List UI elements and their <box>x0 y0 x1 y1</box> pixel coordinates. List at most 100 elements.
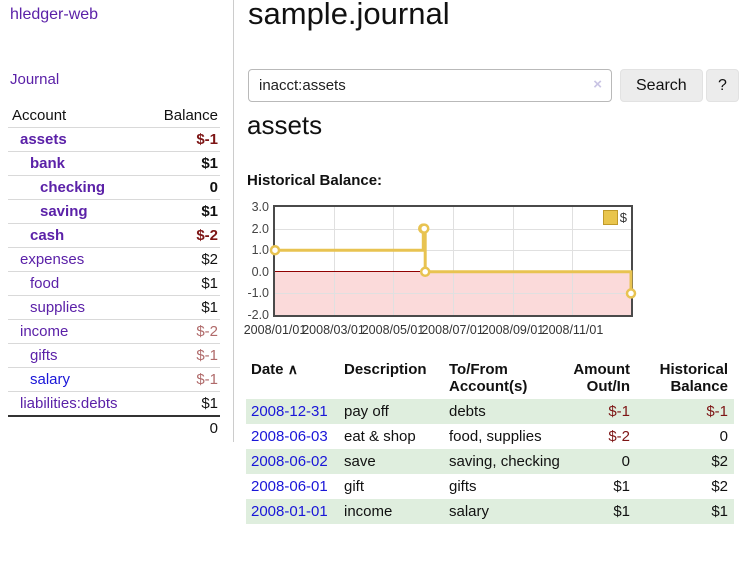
data-point-marker <box>419 266 431 278</box>
register-balance-cell: $2 <box>711 453 728 470</box>
sidebar-account-bank[interactable]: bank <box>30 155 66 172</box>
x-tick-label: 2008/03/01 <box>302 323 365 337</box>
register-body: 2008-12-31 pay off debts $-1 $-1 2008-06-03 ea… <box>246 399 734 524</box>
account-balance: $-1 <box>196 371 218 388</box>
register-amount-cell: $-1 <box>608 403 630 420</box>
account-row: income $-2 <box>8 319 220 344</box>
accounts-total-row: 0 <box>8 416 220 440</box>
account-balance: $-2 <box>196 323 218 340</box>
register-amount-cell: 0 <box>621 453 630 470</box>
register-balance-cell: $-1 <box>706 403 728 420</box>
y-tick-label: 0.0 <box>251 264 269 279</box>
account-balance: $1 <box>201 275 218 292</box>
register-header-row: Date ∧ Description To/From Account(s) Am… <box>246 358 734 399</box>
legend-swatch-icon <box>602 210 618 225</box>
sidebar-account-income[interactable]: income <box>20 323 69 340</box>
y-tick-label: 2.0 <box>251 221 269 236</box>
sidebar-account-saving[interactable]: saving <box>40 203 88 220</box>
register-table: Date ∧ Description To/From Account(s) Am… <box>246 358 734 524</box>
search-input[interactable] <box>248 69 612 102</box>
account-balance: $1 <box>201 299 218 316</box>
search-button[interactable]: Search <box>620 69 703 102</box>
account-balance: $1 <box>201 395 218 412</box>
register-header-description: Description <box>344 361 427 378</box>
sidebar-account-expenses[interactable]: expenses <box>20 251 85 268</box>
sidebar-account-supplies[interactable]: supplies <box>30 299 86 316</box>
register-accounts-cell: salary <box>449 503 490 520</box>
account-row: liabilities:debts $1 <box>8 391 220 417</box>
account-balance: $1 <box>201 203 218 220</box>
y-tick-label: -1.0 <box>247 286 269 301</box>
v-gridline <box>393 207 395 315</box>
sidebar-account-food[interactable]: food <box>30 275 60 292</box>
register-balance-cell: $1 <box>711 503 728 520</box>
v-gridline <box>512 207 514 315</box>
account-row: saving $1 <box>8 199 220 224</box>
chart-title: Historical Balance: <box>247 172 383 189</box>
sidebar: hledger-web Journal Account Balance asse… <box>0 0 234 442</box>
chart-legend: $ <box>602 210 627 225</box>
legend-label: $ <box>619 210 627 225</box>
accounts-table: Account Balance assets $-1 bank $1 checking 0… <box>8 104 220 440</box>
register-date-cell: 2008-06-02 <box>246 449 344 474</box>
x-tick-label: 2008/07/01 <box>421 323 484 337</box>
register-row: 2008-06-03 eat & shop food, supplies $-2 0 <box>246 424 734 449</box>
historical-balance-chart: 3.0 2.0 1.0 0.0 -1.0 -2.0 $ 2008/01/01 2008/03… <box>243 197 742 347</box>
register-amount-cell: $1 <box>613 478 630 495</box>
register-date-link[interactable]: 2008-06-03 <box>251 428 328 445</box>
account-heading: assets <box>247 110 323 140</box>
register-description-cell: gift <box>344 478 365 495</box>
accounts-total-balance: 0 <box>209 420 218 437</box>
accounts-header-balance: Balance <box>163 107 218 124</box>
sidebar-account-gifts[interactable]: gifts <box>30 347 58 364</box>
sidebar-account-salary[interactable]: salary <box>30 371 71 388</box>
account-row: cash $-2 <box>8 223 220 248</box>
register-header-amount: Amount Out/In <box>573 361 630 395</box>
register-date-cell: 2008-01-01 <box>246 499 344 524</box>
nav-journal-link[interactable]: Journal <box>10 71 60 88</box>
v-gridline <box>572 207 574 315</box>
register-header-date[interactable]: Date ∧ <box>251 361 298 378</box>
account-balance: 0 <box>209 179 218 196</box>
sidebar-account-liabilities-debts[interactable]: liabilities:debts <box>20 395 118 412</box>
clear-search-icon[interactable]: × <box>593 76 602 93</box>
register-date-cell: 2008-06-01 <box>246 474 344 499</box>
register-row: 2008-06-01 gift gifts $1 $2 <box>246 474 734 499</box>
chart-plot[interactable]: $ <box>269 205 637 317</box>
help-button[interactable]: ? <box>706 69 739 102</box>
account-balance: $-1 <box>196 131 218 148</box>
y-tick-label: -2.0 <box>247 308 269 322</box>
account-balance: $-2 <box>196 227 218 244</box>
app-title-link[interactable]: hledger-web <box>10 6 99 23</box>
register-row: 2008-12-31 pay off debts $-1 $-1 <box>246 399 734 424</box>
account-row: bank $1 <box>8 151 220 176</box>
sidebar-account-checking[interactable]: checking <box>40 179 106 196</box>
account-balance: $2 <box>201 251 218 268</box>
v-gridline <box>333 207 335 315</box>
account-row: supplies $1 <box>8 295 220 320</box>
data-point-marker <box>269 244 281 256</box>
register-date-link[interactable]: 2008-06-02 <box>251 453 328 470</box>
register-date-link[interactable]: 2008-06-01 <box>251 478 328 495</box>
register-description-cell: save <box>344 453 376 470</box>
account-row: checking 0 <box>8 175 220 200</box>
register-date-cell: 2008-06-03 <box>246 424 344 449</box>
x-tick-label: 2008/11/01 <box>541 323 604 337</box>
account-row: salary $-1 <box>8 367 220 392</box>
account-balance: $1 <box>201 155 218 172</box>
sort-ascending-icon: ∧ <box>287 361 298 377</box>
x-tick-label: 2008/05/01 <box>361 323 425 337</box>
x-tick-label: 2008/09/01 <box>481 323 545 337</box>
data-point-marker <box>418 223 430 234</box>
sidebar-account-cash[interactable]: cash <box>30 227 65 244</box>
chart-y-axis: 3.0 2.0 1.0 0.0 -1.0 -2.0 <box>246 200 269 337</box>
sidebar-account-assets[interactable]: assets <box>20 131 67 148</box>
chart-series-line <box>269 223 637 299</box>
register-header-accounts: To/From Account(s) <box>449 361 528 395</box>
register-date-link[interactable]: 2008-12-31 <box>251 403 328 420</box>
x-tick-label: 2008/01/01 <box>243 323 307 337</box>
register-accounts-cell: saving, checking <box>449 453 560 470</box>
register-date-link[interactable]: 2008-01-01 <box>251 503 328 520</box>
register-amount-cell: $-2 <box>608 428 630 445</box>
account-row: gifts $-1 <box>8 343 220 368</box>
